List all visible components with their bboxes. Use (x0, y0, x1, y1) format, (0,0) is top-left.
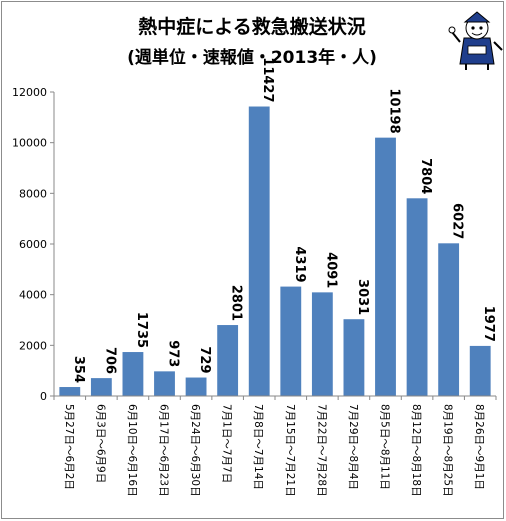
data-label: 11427 (260, 57, 275, 102)
x-tick-label: 5月27日〜6月2日 (63, 404, 75, 490)
x-tick-label: 6月17日〜6月23日 (158, 404, 170, 497)
x-tick-label: 7月1日〜7月7日 (221, 404, 233, 483)
y-tick-label: 0 (40, 390, 47, 403)
data-label: 729 (197, 346, 212, 373)
bar (406, 198, 428, 396)
x-tick-label: 8月5日〜8月11日 (379, 404, 391, 490)
data-label: 4091 (323, 252, 338, 288)
x-tick-label: 8月19日〜8月25日 (442, 404, 454, 497)
data-label: 7804 (418, 158, 433, 194)
data-label: 706 (102, 347, 117, 374)
bar-series (59, 106, 491, 397)
x-tick-label: 6月10日〜6月16日 (126, 404, 138, 497)
character-mascot-icon (448, 11, 503, 70)
chart-subtitle: (週単位・速報値・2013年・人) (127, 47, 377, 68)
y-axis: 0 2000 4000 6000 8000 10000 12000 (12, 86, 55, 403)
data-label: 4319 (292, 246, 307, 282)
y-tick-label: 2000 (19, 339, 47, 352)
x-tick-label: 7月29日〜8月4日 (347, 404, 359, 490)
data-label: 1977 (481, 306, 496, 342)
bar (280, 286, 302, 396)
bar (438, 243, 460, 396)
bar (154, 371, 175, 396)
bar (217, 325, 239, 396)
data-labels: 354 706 1735 973 729 2801 11427 4319 4091 3031 101… (71, 57, 496, 383)
data-label: 1735 (134, 312, 149, 348)
bar (248, 106, 270, 397)
x-tick-label: 7月22日〜7月28日 (315, 404, 327, 497)
data-label: 6027 (450, 203, 465, 239)
data-label: 2801 (229, 285, 244, 321)
x-tick-label: 7月15日〜7月21日 (284, 404, 296, 497)
chart-title: 熱中症による救急搬送状況 (138, 15, 365, 38)
x-tick-label: 6月24日〜6月30日 (189, 404, 201, 497)
data-label: 3031 (355, 279, 370, 315)
x-tick-label: 7月8日〜7月14日 (252, 404, 264, 490)
bar (311, 292, 333, 396)
x-tick-label: 6月3日〜6月9日 (94, 404, 106, 483)
bar (185, 377, 207, 396)
bar (375, 137, 396, 396)
y-tick-label: 4000 (19, 289, 47, 302)
y-tick-label: 8000 (19, 187, 47, 200)
bar (90, 378, 112, 396)
x-tick-label: 8月12日〜8月18日 (410, 404, 422, 497)
y-tick-label: 10000 (12, 137, 47, 150)
bar (469, 345, 491, 396)
y-tick-label: 12000 (12, 86, 47, 99)
bar (343, 319, 365, 396)
data-label: 354 (71, 356, 86, 383)
x-tick-label: 8月26日〜9月1日 (473, 404, 485, 490)
y-tick-label: 6000 (19, 238, 47, 251)
data-label: 10198 (387, 88, 402, 133)
bar (59, 387, 81, 396)
data-label: 973 (166, 340, 181, 367)
bar (122, 352, 144, 396)
x-axis: 5月27日〜6月2日 6月3日〜6月9日 6月10日〜6月16日 6月17日〜6月23… (53, 395, 497, 497)
